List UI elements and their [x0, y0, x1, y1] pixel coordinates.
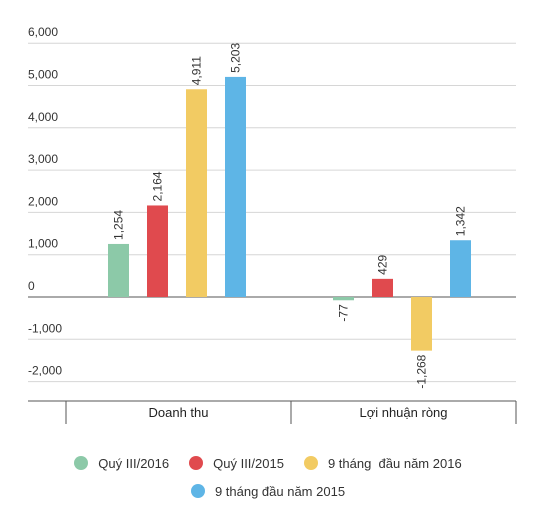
bar	[147, 205, 168, 297]
legend-swatch-9-thang-2016	[303, 456, 318, 470]
data-label: 1,342	[454, 206, 468, 236]
legend-row-1: Quý III/2016 Quý III/2015 9 tháng đầu nă…	[0, 449, 536, 477]
category-label: Lợi nhuận ròng	[359, 405, 447, 420]
legend-label-9-thang-2015: 9 tháng đầu năm 2015	[214, 483, 346, 499]
y-tick-label: 3,000	[28, 152, 58, 166]
data-label: 5,203	[229, 43, 243, 73]
bar	[411, 297, 432, 351]
bar-chart: 6,000 5,000 4,000 3,000 2,000 1,000 0 -1,000 -2,…	[28, 25, 517, 424]
bar	[372, 278, 393, 297]
y-tick-label: 2,000	[28, 194, 58, 208]
legend: Quý III/2016 Quý III/2015 9 tháng đầu nă…	[0, 449, 536, 505]
legend-swatch-9-thang-2015	[190, 484, 205, 498]
y-tick-label: -1,000	[28, 321, 62, 335]
data-label: 429	[376, 255, 390, 275]
y-tick-label: 0	[28, 279, 35, 293]
bars	[108, 76, 471, 351]
y-tick-label: 4,000	[28, 110, 58, 124]
legend-item-quy-iii-2016: Quý III/2016	[74, 456, 169, 471]
legend-label-quy-iii-2016: Quý III/2016	[98, 455, 170, 471]
bar	[108, 243, 129, 297]
legend-swatch-quy-iii-2015	[189, 456, 204, 470]
data-label: 4,911	[190, 56, 204, 85]
bar	[225, 76, 246, 297]
legend-item-quy-iii-2015: Quý III/2015	[189, 456, 284, 471]
y-tick-label: -2,000	[28, 364, 62, 378]
data-label: -1,268	[415, 354, 429, 388]
legend-item-9-thang-2016: 9 tháng đầu năm 2016	[303, 455, 462, 471]
x-axis: Doanh thu Lợi nhuận ròng	[28, 400, 517, 424]
legend-label-9-thang-2016: 9 tháng đầu năm 2016	[327, 455, 462, 471]
category-label: Doanh thu	[149, 405, 209, 420]
y-tick-label: 6,000	[28, 25, 58, 39]
y-tick-label: 5,000	[28, 68, 58, 82]
legend-row-2: 9 tháng đầu năm 2015	[0, 477, 536, 505]
bar	[450, 240, 471, 297]
bar	[333, 297, 354, 301]
legend-label-quy-iii-2015: Quý III/2015	[213, 455, 284, 471]
data-label: 2,164	[151, 171, 165, 201]
bar	[186, 89, 207, 297]
y-tick-label: 1,000	[28, 237, 58, 251]
data-label: 1,254	[112, 210, 126, 240]
y-axis-ticks: 6,000 5,000 4,000 3,000 2,000 1,000 0 -1,000 -2,…	[28, 25, 62, 377]
grid-lines	[28, 42, 516, 383]
legend-swatch-quy-iii-2016	[74, 456, 89, 470]
data-labels: 1,254 2,164 4,911 5,203 -77 429 -1,268 1,342	[112, 43, 468, 389]
legend-item-9-thang-2015: 9 tháng đầu năm 2015	[190, 483, 346, 499]
data-label: -77	[337, 304, 351, 322]
